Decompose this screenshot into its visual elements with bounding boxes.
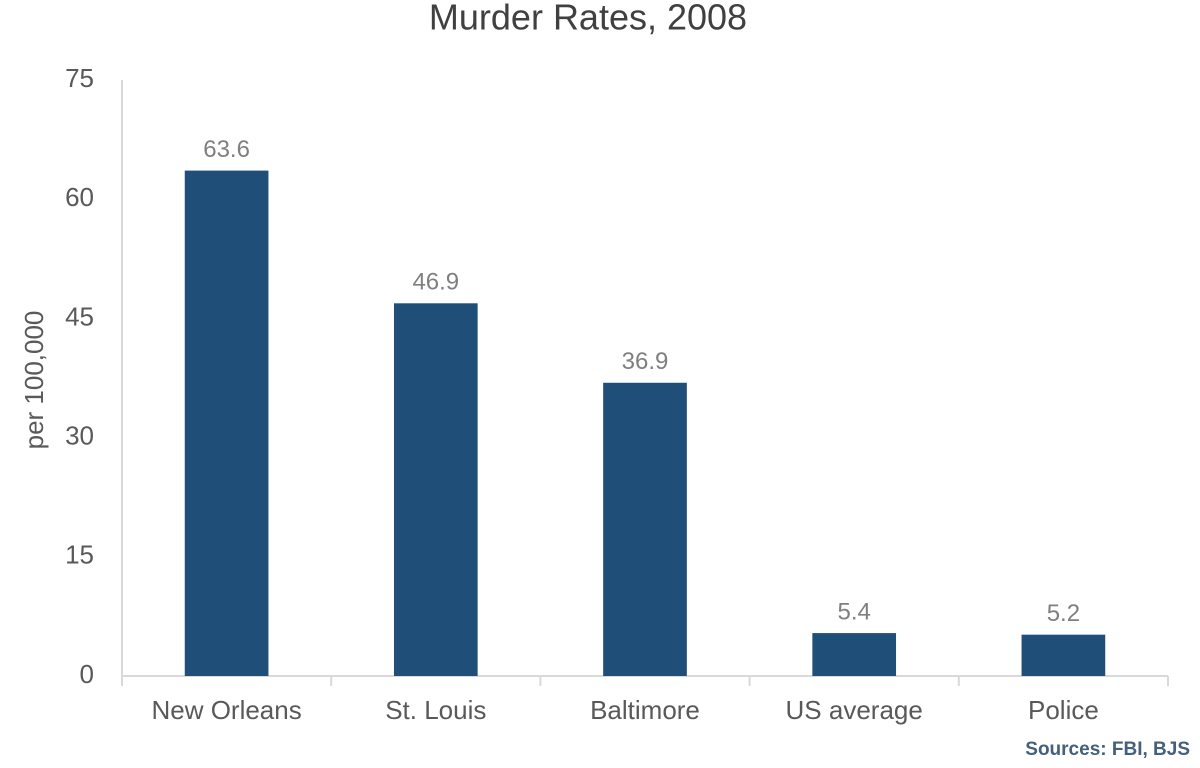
value-label: 46.9 [412,269,459,296]
y-tick-label: 45 [65,301,94,331]
chart-title: Murder Rates, 2008 [429,0,747,38]
bar [393,303,478,676]
bar [184,170,269,677]
y-tick-label: 0 [80,659,94,689]
y-axis-label: per 100,000 [19,311,49,450]
y-tick-label: 75 [65,63,94,93]
bar [812,633,897,676]
value-label: 63.6 [203,136,250,163]
y-tick-label: 60 [65,182,94,212]
y-tick-label: 15 [65,540,94,570]
source-note: Sources: FBI, BJS [1025,739,1190,760]
x-tick-label: Police [1028,695,1099,725]
x-tick-label: St. Louis [385,695,486,725]
value-label: 36.9 [622,348,669,375]
bar [1021,634,1106,676]
value-label: 5.2 [1047,600,1080,627]
x-tick-label: US average [786,695,923,725]
bar [603,382,687,676]
value-label: 5.4 [838,598,871,625]
x-tick-label: New Orleans [151,695,301,725]
x-tick-label: Baltimore [590,695,700,725]
y-tick-label: 30 [65,420,94,450]
